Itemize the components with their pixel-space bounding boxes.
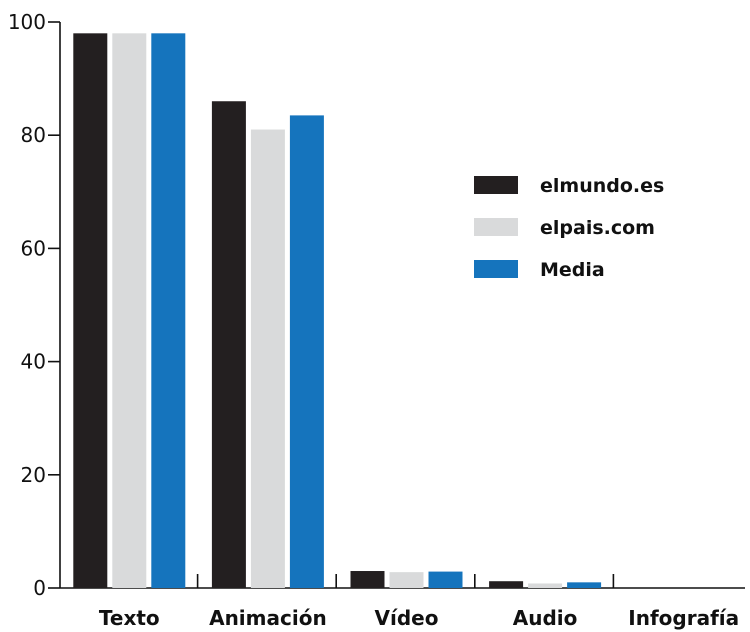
category-label: Infografía (628, 606, 739, 630)
y-tick-label: 60 (21, 236, 46, 260)
y-tick-label: 0 (33, 576, 46, 600)
bar (528, 583, 563, 588)
bar (112, 33, 147, 588)
bar (389, 572, 424, 588)
bar (289, 115, 324, 588)
legend-swatch (474, 218, 518, 236)
bar (211, 101, 246, 589)
y-tick-label: 40 (21, 350, 46, 374)
bar (151, 33, 186, 588)
bar (250, 129, 285, 589)
bar (567, 582, 602, 588)
legend-label: Media (540, 259, 605, 281)
y-tick-label: 20 (21, 463, 46, 487)
legend: elmundo.es elpais.com Media (474, 175, 664, 281)
category-label: Texto (99, 606, 160, 630)
category-labels: Texto Animación Vídeo Audio Infografía (99, 606, 739, 630)
bar (350, 571, 385, 588)
bar (428, 571, 463, 588)
y-axis: 0 20 40 60 80 100 (8, 10, 61, 600)
legend-swatch (474, 260, 518, 278)
legend-swatch (474, 176, 518, 194)
category-label: Vídeo (375, 606, 439, 630)
legend-label: elmundo.es (540, 175, 664, 197)
bar (489, 581, 524, 588)
y-tick-label: 80 (21, 123, 46, 147)
y-tick-label: 100 (8, 10, 46, 34)
category-label: Animación (209, 606, 327, 630)
bar (73, 33, 108, 588)
legend-label: elpais.com (540, 217, 655, 239)
bars (73, 33, 602, 589)
category-label: Audio (513, 606, 578, 630)
